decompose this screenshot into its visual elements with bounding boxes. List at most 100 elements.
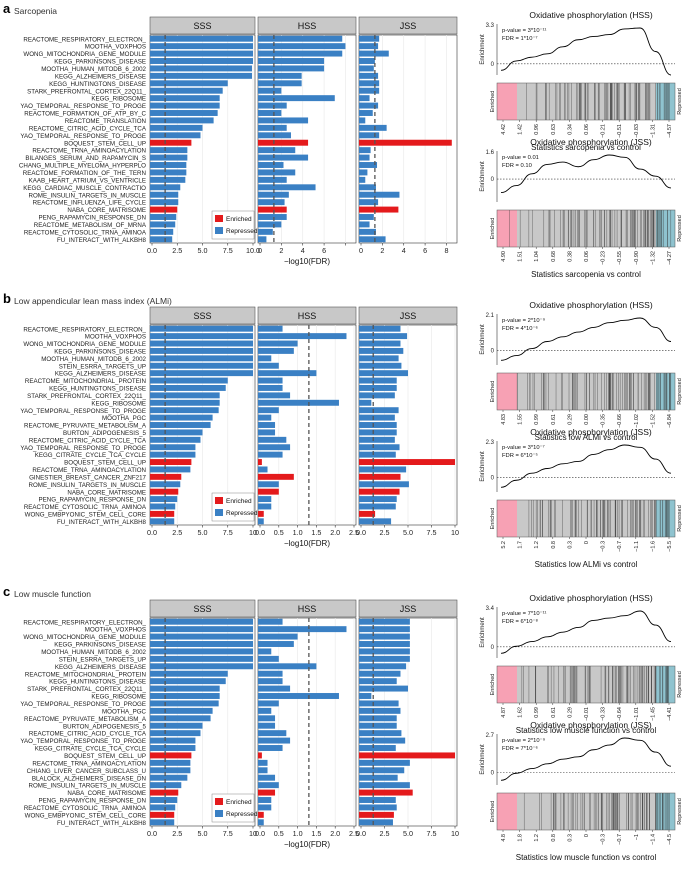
term-label: KEGG_HUNTINGTONS_DISEASE	[49, 81, 146, 88]
y-tick-label: 3.4	[486, 606, 495, 612]
bar	[258, 730, 287, 737]
bar	[258, 43, 346, 50]
term-label: REACTOME_CYTOSOLIC_TRNA_AMINOA	[24, 504, 147, 511]
x-tick-label: 6	[322, 246, 326, 255]
rank-tick-label: −1.4	[650, 834, 656, 845]
term-label: KEGG_HUNTINGTONS_DISEASE	[49, 679, 146, 686]
bar	[359, 648, 410, 655]
bar	[359, 678, 397, 685]
bar	[150, 414, 213, 421]
bar	[359, 206, 399, 213]
fdr-label: FDR = 6*10⁻⁸	[502, 618, 539, 625]
bar	[359, 414, 395, 421]
bar	[359, 655, 410, 662]
bar	[359, 392, 395, 399]
bar	[359, 43, 379, 50]
rank-tick-label: 1.62	[518, 707, 524, 718]
bar	[359, 737, 406, 744]
term-label: REACTOME_TRNA_AMINOACYLATION	[32, 148, 146, 155]
bar	[258, 414, 272, 421]
x-tick-label: 2.0	[330, 528, 340, 537]
term-label: KEGG_HUNTINGTONS_DISEASE	[49, 386, 146, 393]
term-label: REACTOME_TRNA_AMINOACYLATION	[32, 760, 146, 767]
gsea-title: Oxidative phosphorylation (JSS)	[530, 427, 652, 437]
term-label: YAO_TEMPORAL_RESPONSE_TO_PROGE	[20, 738, 146, 745]
rank-tick-label: 0.99	[534, 707, 540, 718]
bar	[150, 730, 201, 737]
rank-tick-label: 5.2	[501, 541, 507, 549]
enriched-side-label: Enriched	[490, 91, 496, 113]
bar	[258, 199, 285, 206]
bar	[150, 715, 211, 722]
rank-band	[497, 793, 675, 830]
term-label: KEGG_PARKINSONS_DISEASE	[54, 349, 146, 356]
repressed-zone	[656, 793, 675, 830]
rank-tick-label: 1.7	[518, 541, 524, 549]
bar	[359, 663, 407, 670]
rank-band	[497, 500, 675, 537]
bar	[258, 648, 272, 655]
term-label: MOOTHA_HUMAN_MITODB_6_2002	[41, 356, 146, 363]
x-tick-label: 0.0	[147, 528, 157, 537]
bar	[150, 139, 192, 146]
bar	[150, 176, 186, 183]
facet-strip	[257, 16, 357, 35]
bar	[258, 707, 272, 714]
term-label: PENG_RAPAMYCIN_RESPONSE_DN	[38, 215, 146, 222]
term-label: KEGG_CITRATE_CYCLE_TCA_CYCLE	[35, 746, 146, 753]
x-axis-title: −log10(FDR)	[284, 840, 330, 849]
bar	[258, 715, 276, 722]
bar	[150, 663, 253, 670]
pvalue-label: p-value = 3*10⁻⁷	[502, 444, 545, 451]
fdr-label: FDR = 0.10	[502, 163, 532, 169]
bar	[258, 325, 283, 332]
rank-tick-label: 4.87	[501, 707, 507, 718]
bar	[258, 80, 302, 87]
term-label: YAO_TEMPORAL_RESPONSE_TO_PROGE	[20, 408, 146, 415]
term-label: REACTOME_TRNA_AMINOACYLATION	[32, 467, 146, 474]
bar	[359, 147, 371, 154]
bar	[150, 451, 196, 458]
bar	[359, 700, 399, 707]
term-label: REACTOME_CYTOSOLIC_TRNA_AMINOA	[24, 229, 147, 236]
bar	[150, 191, 179, 198]
bar	[150, 700, 219, 707]
bar	[150, 804, 176, 811]
bar	[359, 377, 397, 384]
facet-strip	[149, 306, 256, 325]
x-tick-label: 1.0	[293, 829, 303, 838]
bar	[150, 43, 253, 50]
legend-swatch-repressed	[215, 810, 223, 817]
bar	[150, 58, 253, 64]
bar	[258, 102, 287, 109]
repressed-zone	[656, 500, 675, 537]
bar	[359, 633, 410, 640]
bar	[150, 633, 253, 640]
bar	[359, 759, 410, 766]
bar	[150, 221, 176, 228]
bar	[150, 110, 218, 116]
panel-letter: b	[3, 291, 11, 306]
density-curve	[500, 610, 672, 654]
bar	[150, 325, 253, 332]
rank-tick-label: 4.42	[501, 124, 507, 135]
bar	[150, 774, 188, 781]
gsea-x-title: Statistics low ALMi vs control	[535, 560, 638, 569]
rank-tick-label: −0.35	[601, 414, 607, 428]
bar	[359, 176, 366, 183]
bar	[150, 355, 253, 362]
bar	[359, 422, 397, 428]
term-label: REACTOME_RESPIRATORY_ELECTRON_	[23, 326, 146, 333]
bar	[359, 228, 376, 235]
term-label: KEGG_ALZHEIMERS_DISEASE	[55, 371, 146, 378]
enriched-zone	[497, 500, 517, 537]
x-tick-label: 1.5	[311, 829, 321, 838]
bar	[359, 35, 380, 42]
y-tick-label: 0	[491, 770, 495, 776]
bar	[258, 176, 287, 183]
bar	[150, 496, 178, 503]
term-label: STARK_PREFRONTAL_CORTEX_22Q11_	[27, 393, 146, 400]
bar	[359, 618, 410, 625]
rank-tick-label: −0.3	[601, 834, 607, 845]
bar	[359, 752, 455, 759]
